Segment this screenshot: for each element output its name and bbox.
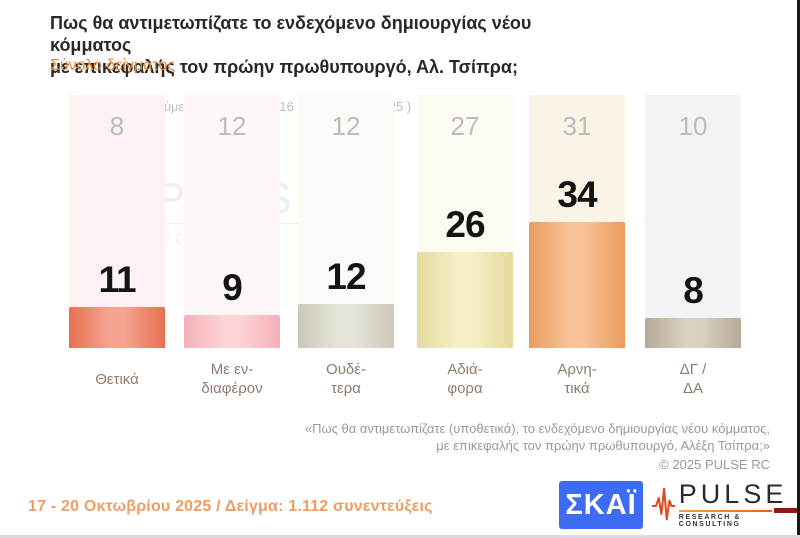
current-value-label: 9 [222,266,243,308]
skai-logo: ΣΚΑΪ [559,481,643,529]
page-title: Πως θα αντιμετωπίζατε το ενδεχόμενο δημι… [50,12,610,78]
bar [417,251,513,348]
pulse-logo-text: PULSE RESEARCH & CONSULTING [678,479,800,528]
current-value-label: 12 [326,255,366,297]
previous-value-label: 12 [217,111,247,141]
footnote: «Πως θα αντιμετωπίζατε (υποθετικά), το ε… [305,420,770,473]
column-band: 8 11 [69,95,165,348]
bar [184,314,280,348]
bar [298,303,394,348]
pulse-logo-waveform-icon [652,487,675,521]
screen-bottom-edge [0,535,800,538]
pulse-logo-rule [678,508,800,513]
category-label: Με εν- διαφέρον [201,361,263,397]
previous-value-label: 12 [331,111,361,141]
previous-value-label: 10 [678,111,708,141]
page-title-line2: με επικεφαλής τον πρώην πρωθυπουργό, Αλ.… [50,57,518,77]
chart-area: PULSE RESEARCH & CONSULTING Προηγούμενη … [0,95,800,348]
bar [69,307,165,348]
footnote-line2: με επικεφαλής τον πρώην πρωθυπουργό, Αλέ… [436,438,770,453]
category-label: Ουδέ- τερα [326,361,366,397]
column-band: 12 9 [184,95,280,348]
column-band: 12 12 [298,95,394,348]
column-band: 27 26 [417,95,513,348]
pulse-logo-name: PULSE [678,479,788,509]
current-value-label: 8 [683,270,704,312]
pulse-logo: PULSE RESEARCH & CONSULTING [652,481,800,528]
current-value-label: 26 [445,203,485,245]
pulse-logo-mark [774,508,800,513]
previous-value-label: 8 [109,111,125,141]
copyright: © 2025 PULSE RC [659,457,770,472]
previous-value-label: 27 [450,111,480,141]
survey-date-sample: 17 - 20 Οκτωβρίου 2025 / Δείγμα: 1.112 σ… [28,498,433,515]
pulse-logo-tagline: RESEARCH & CONSULTING [678,514,742,528]
category-label: Θετικά [95,370,139,388]
skai-logo-text: ΣΚΑΪ [565,488,637,521]
current-value-label: 34 [557,174,597,216]
bar [645,318,741,348]
category-label: Αρνη- τικά [557,361,597,397]
column-band: 10 8 [645,95,741,348]
page-title-line1: Πως θα αντιμετωπίζατε το ενδεχόμενο δημι… [50,13,532,55]
category-label: ΔΓ / ΔΑ [679,361,707,397]
current-value-label: 11 [98,259,136,301]
sample-subtitle: Σύνολο δείγματος [50,57,176,74]
category-label: Αδιά- φορα [447,361,483,397]
footnote-line1: «Πως θα αντιμετωπίζατε (υποθετικά), το ε… [304,421,770,436]
screen-right-edge [797,0,800,538]
previous-value-label: 31 [562,111,592,141]
pulse-logo-underline [678,509,772,512]
column-band: 31 34 [529,95,625,348]
category-labels-row: Θετικά Με εν- διαφέρον Ουδέ- τερα Αδιά- φορ… [0,357,800,403]
bar [529,222,625,348]
